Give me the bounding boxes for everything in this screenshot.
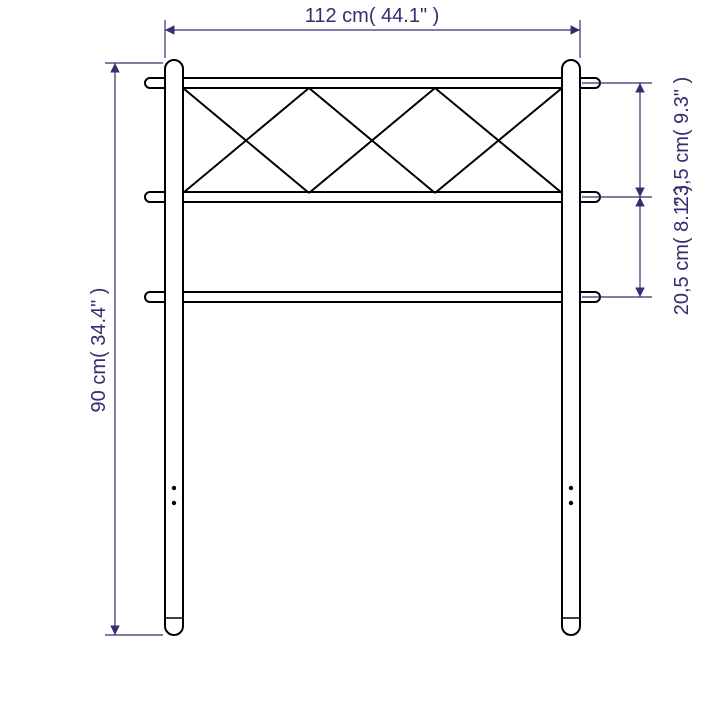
dim-height: 90 cm( 34.4" ) [88,63,163,635]
post-right [562,60,580,635]
post-left [165,60,183,635]
dim-width-label: 112 cm( 44.1" ) [305,5,440,27]
dimension-diagram: 112 cm( 44.1" ) 90 cm( 34.4" ) 23,5 cm( … [0,0,724,724]
hole [569,501,573,505]
rail-mid2 [145,292,600,302]
hole [569,486,573,490]
dim-width: 112 cm( 44.1" ) [165,5,580,58]
rail-mid1 [145,192,600,202]
dim-height-label: 90 cm( 34.4" ) [88,288,110,413]
headboard-drawing [145,60,600,635]
rail-top [145,78,600,88]
lattice-pattern [183,88,562,193]
hole [172,501,176,505]
dim-lower-label: 20,5 cm( 8.1" ) [671,185,693,315]
hole [172,486,176,490]
